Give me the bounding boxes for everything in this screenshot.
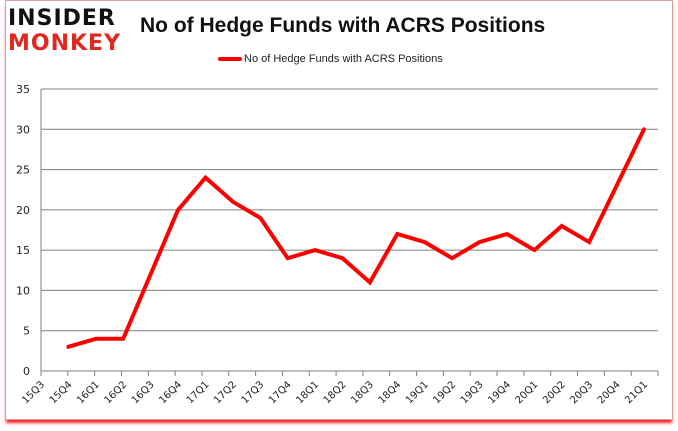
x-tick-label: 19Q3 xyxy=(459,379,486,406)
x-tick-label: 17Q3 xyxy=(240,379,267,406)
x-tick-label: 18Q4 xyxy=(377,379,404,406)
x-tick-label: 18Q3 xyxy=(349,379,376,406)
y-tick-label: 25 xyxy=(16,164,30,177)
x-tick-label: 20Q1 xyxy=(514,379,541,406)
y-tick-label: 0 xyxy=(23,365,30,378)
y-tick-label: 5 xyxy=(23,325,30,338)
x-tick-label: 20Q4 xyxy=(596,379,623,406)
y-tick-label: 35 xyxy=(16,83,30,96)
x-tick-label: 18Q2 xyxy=(322,379,349,406)
x-tick-label: 16Q1 xyxy=(75,379,102,406)
x-tick-label: 19Q2 xyxy=(431,379,458,406)
x-tick-label: 20Q2 xyxy=(541,379,568,406)
y-tick-label: 10 xyxy=(16,284,30,297)
x-tick-label: 17Q2 xyxy=(212,379,239,406)
chart-title: No of Hedge Funds with ACRS Positions xyxy=(140,14,546,37)
y-tick-label: 20 xyxy=(16,204,30,217)
x-tick-label: 16Q2 xyxy=(103,379,130,406)
x-tick-label: 16Q3 xyxy=(130,379,157,406)
x-tick-label: 18Q1 xyxy=(294,379,321,406)
x-tick-label: 21Q1 xyxy=(623,379,650,406)
insider-monkey-logo: INSIDER MONKEY xyxy=(8,8,126,56)
x-tick-label: 19Q4 xyxy=(486,379,513,406)
y-tick-label: 30 xyxy=(16,123,30,136)
x-tick-label: 15Q4 xyxy=(48,379,75,406)
legend-line-swatch-icon xyxy=(218,57,242,61)
x-tick-label: 19Q1 xyxy=(404,379,431,406)
logo-line-1: INSIDER xyxy=(8,6,116,31)
legend-label: No of Hedge Funds with ACRS Positions xyxy=(244,53,443,65)
x-tick-label: 17Q1 xyxy=(185,379,212,406)
x-tick-label: 16Q4 xyxy=(157,379,184,406)
chart-legend: No of Hedge Funds with ACRS Positions xyxy=(218,53,443,65)
x-tick-label: 20Q3 xyxy=(568,379,595,406)
data-series-line xyxy=(66,127,646,349)
logo-line-2: MONKEY xyxy=(8,31,122,56)
x-tick-label: 15Q3 xyxy=(20,379,47,406)
x-axis: 15Q3 15Q4 16Q1 16Q2 16Q3 16Q4 17Q1 17Q2 17Q3 17Q4… xyxy=(20,371,659,406)
y-axis: 0 5 10 15 20 25 30 35 xyxy=(16,83,42,378)
x-tick-label: 17Q4 xyxy=(267,379,294,406)
y-tick-label: 15 xyxy=(16,244,30,257)
